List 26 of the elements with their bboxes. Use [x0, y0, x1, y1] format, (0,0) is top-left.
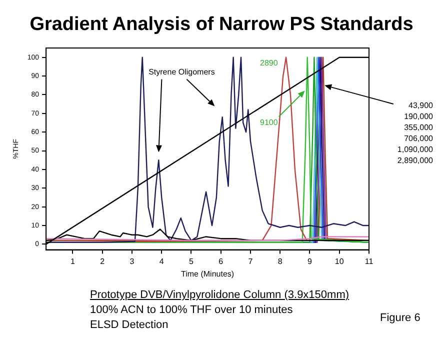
text: 1,090,000	[397, 144, 433, 155]
x-tick-label: 4	[159, 256, 164, 266]
x-tick-label: 3	[130, 256, 135, 266]
annotation: 2890	[260, 58, 278, 68]
x-axis-title: Time (Minutes)	[181, 269, 234, 278]
x-tick-label: 9	[308, 256, 313, 266]
x-tick-label: 6	[218, 256, 224, 266]
x-tick-label: 2	[100, 256, 106, 266]
caption: Figure 6	[380, 312, 420, 324]
text: 190,000	[403, 111, 433, 122]
x-tick-label: 7	[248, 256, 254, 266]
annotation: Styrene Oligomers	[148, 67, 215, 76]
text: ELSD Detection	[90, 318, 170, 333]
x-tick-label: 1	[70, 256, 76, 266]
annotation: 9100	[260, 118, 278, 127]
text: 100% ACN to 100% THF over 10 minutes	[90, 303, 294, 318]
text: 43,900	[408, 100, 433, 111]
x-tick-label: 11	[364, 256, 374, 266]
chart-title: Gradient Analysis of Narrow PS Standards	[28, 14, 414, 36]
text: 2,890,000	[397, 155, 433, 166]
x-tick-label: 5	[189, 256, 194, 266]
text: 706,000	[403, 133, 433, 144]
text: Prototype DVB/Vinylpyrolidone Column (3.9x150mm)	[90, 288, 350, 303]
x-tick-label: 8	[278, 256, 283, 266]
x-tick-label: 10	[334, 256, 344, 266]
text: 355,000	[403, 122, 433, 133]
